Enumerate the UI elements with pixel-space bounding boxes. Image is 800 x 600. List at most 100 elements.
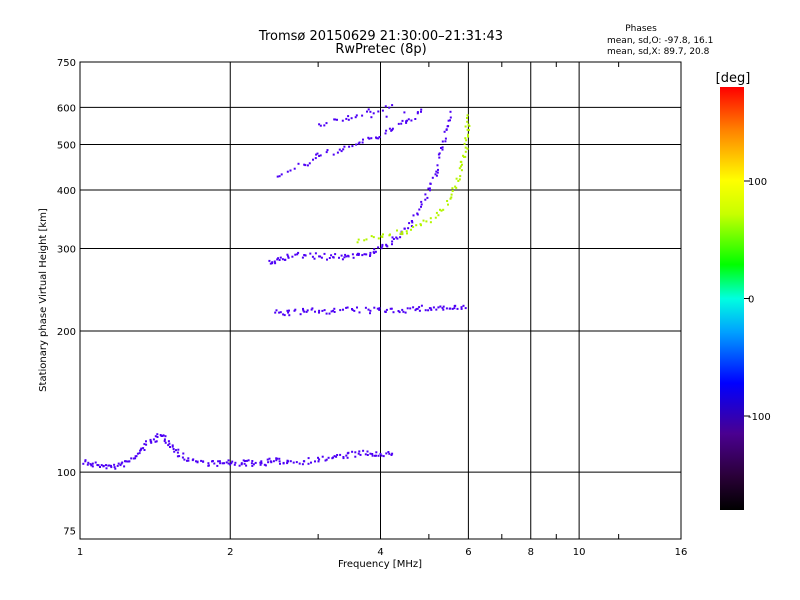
data-point — [395, 236, 398, 239]
data-point — [391, 452, 394, 455]
data-point — [435, 308, 438, 311]
data-point — [467, 123, 470, 126]
data-point — [437, 214, 440, 217]
data-point — [388, 106, 391, 109]
data-point — [376, 307, 379, 310]
data-point — [327, 456, 330, 459]
data-point — [450, 193, 453, 196]
data-point — [289, 169, 292, 172]
data-point — [351, 145, 354, 148]
data-point — [399, 232, 402, 235]
data-point — [401, 231, 404, 233]
data-point — [355, 143, 358, 146]
data-point — [356, 306, 358, 309]
data-point — [333, 307, 336, 310]
data-point — [420, 108, 423, 111]
data-point — [245, 459, 248, 462]
data-point — [341, 258, 344, 261]
data-point — [346, 456, 349, 459]
data-point — [385, 129, 388, 132]
data-point — [264, 464, 267, 467]
data-point — [465, 139, 468, 142]
data-point — [338, 148, 341, 151]
colorbar: [deg] -100 0 100 — [716, 71, 771, 510]
data-point — [449, 110, 452, 113]
data-point — [315, 153, 318, 156]
data-point — [338, 256, 340, 259]
data-point — [303, 310, 306, 313]
data-point — [384, 132, 387, 135]
data-point — [252, 463, 255, 466]
data-point — [139, 448, 142, 451]
data-point — [348, 145, 351, 148]
data-point — [240, 462, 243, 465]
data-point — [304, 254, 307, 257]
data-point — [143, 449, 146, 451]
data-point — [369, 452, 372, 455]
data-point — [276, 258, 279, 261]
data-point — [347, 255, 350, 258]
data-point — [412, 306, 415, 309]
data-point — [370, 137, 373, 140]
data-point — [364, 453, 367, 456]
data-point — [319, 154, 322, 157]
data-point — [113, 466, 116, 469]
data-point — [136, 452, 139, 455]
data-point — [388, 127, 391, 130]
data-point — [367, 136, 370, 139]
x-tick-label: 6 — [465, 547, 471, 558]
data-point — [245, 464, 248, 467]
data-point — [381, 109, 384, 112]
data-point — [328, 257, 331, 259]
data-point — [464, 146, 467, 149]
data-point — [460, 306, 463, 309]
data-point — [440, 147, 442, 149]
data-point — [354, 451, 357, 454]
data-point — [288, 309, 290, 312]
data-point — [278, 259, 281, 261]
data-point — [429, 189, 431, 192]
data-point — [275, 309, 278, 312]
data-point — [424, 193, 427, 196]
data-point — [422, 219, 425, 222]
data-point — [420, 304, 423, 307]
data-point — [211, 460, 214, 462]
data-point — [272, 460, 275, 463]
data-point — [415, 224, 418, 227]
data-point — [446, 200, 449, 202]
data-point — [424, 309, 427, 312]
data-point — [217, 460, 220, 463]
data-point — [306, 309, 309, 312]
data-point — [390, 454, 393, 456]
data-point — [283, 314, 286, 317]
data-point — [396, 229, 398, 232]
data-point — [177, 448, 180, 451]
data-point — [370, 235, 373, 238]
data-point — [456, 307, 459, 310]
data-point — [310, 308, 313, 311]
data-point — [238, 464, 241, 467]
data-point — [227, 462, 230, 465]
data-point — [240, 463, 243, 466]
data-point — [363, 239, 366, 242]
data-point — [333, 118, 336, 121]
data-point — [342, 148, 345, 151]
data-point — [361, 254, 364, 257]
data-point — [260, 462, 263, 465]
data-point — [333, 455, 336, 458]
data-point — [435, 174, 438, 177]
data-point — [362, 138, 364, 141]
data-point — [164, 435, 167, 438]
data-point — [450, 196, 453, 199]
data-point — [435, 211, 438, 214]
data-point — [354, 455, 357, 458]
data-point — [431, 176, 434, 179]
data-point — [350, 117, 353, 120]
data-point — [416, 111, 419, 114]
data-point — [437, 168, 439, 171]
data-point — [377, 246, 380, 249]
data-point — [385, 244, 388, 247]
data-point — [375, 451, 378, 454]
data-point — [442, 305, 445, 308]
data-point — [396, 237, 399, 240]
